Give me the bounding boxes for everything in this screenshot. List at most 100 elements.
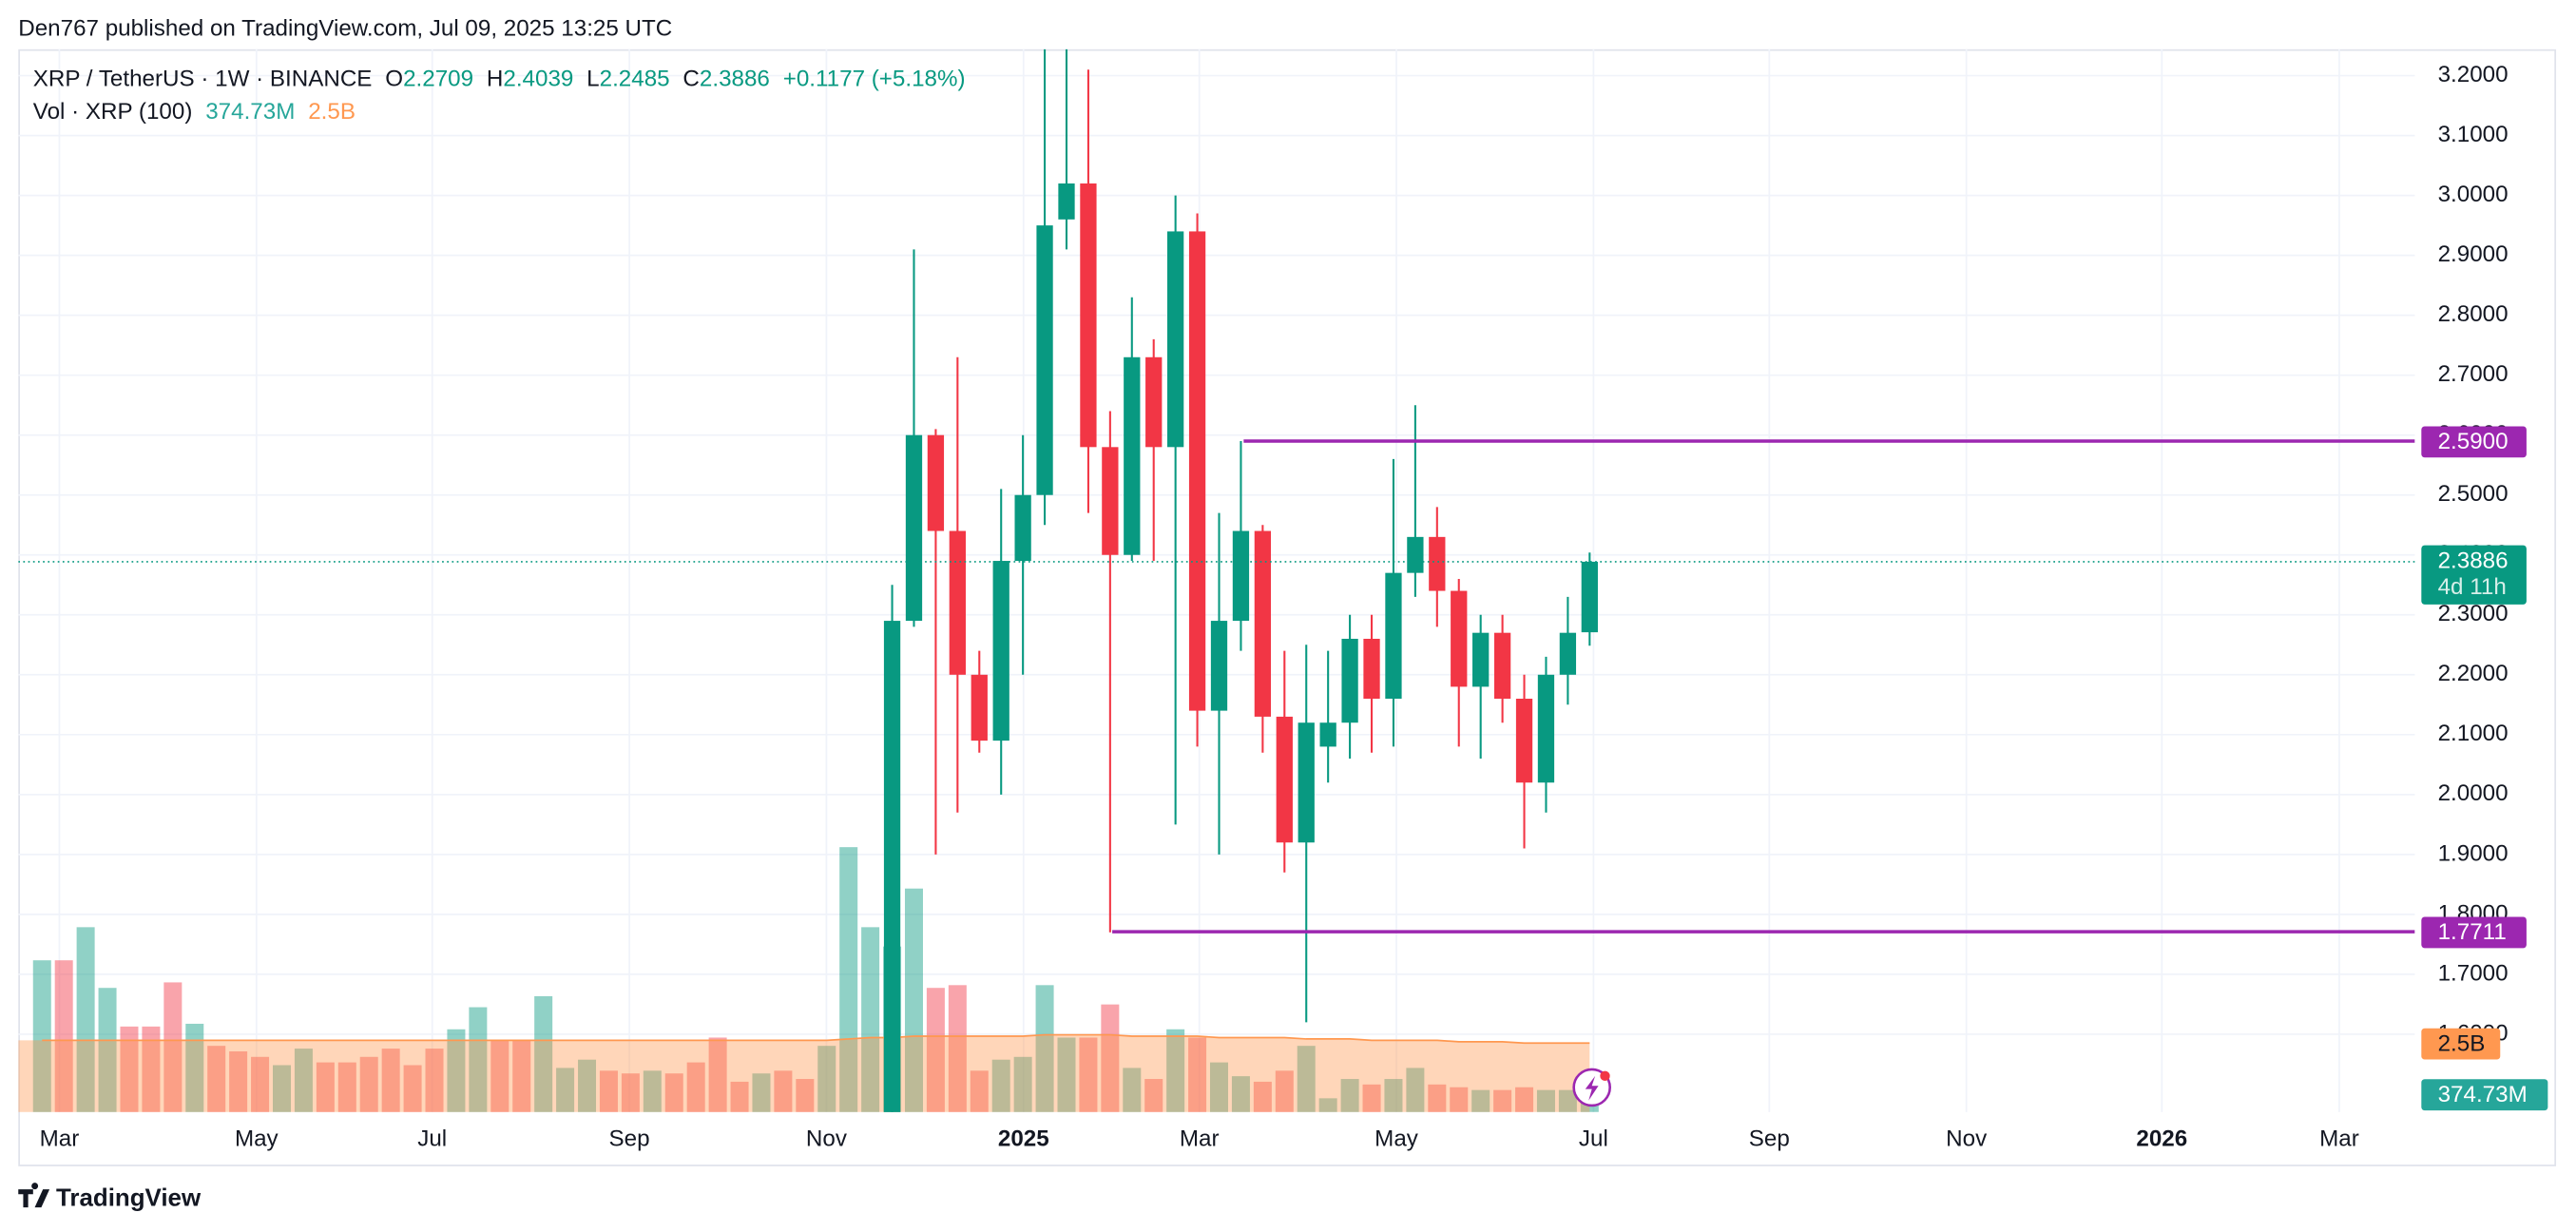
candle-body — [971, 674, 988, 741]
frame — [18, 48, 2557, 1166]
volume-tag-label: 374.73M — [2438, 1082, 2528, 1107]
candle-body — [1472, 632, 1490, 687]
volume-bar — [251, 1056, 270, 1112]
volume-bar — [163, 982, 183, 1112]
x-tick-label: 2025 — [998, 1126, 1049, 1152]
volume-pane — [18, 847, 1599, 1112]
flash-icon — [1572, 1068, 1611, 1107]
volume-bar — [359, 1056, 378, 1112]
candle-body — [1581, 561, 1598, 633]
volume-bar — [1013, 1056, 1032, 1112]
volume-bar — [76, 927, 95, 1112]
y-tick-label: 2.2000 — [2438, 661, 2509, 686]
volume-ma-area — [18, 1034, 1590, 1112]
x-tick-label: Jul — [1579, 1126, 1608, 1152]
volume-bar — [337, 1062, 356, 1112]
y-tick-label: 2.9000 — [2438, 241, 2509, 267]
candle-body — [1451, 590, 1468, 687]
x-tick-label: Jul — [417, 1126, 447, 1152]
volume-bar — [425, 1049, 444, 1112]
volume-bar — [1253, 1081, 1272, 1112]
volume-bar — [774, 1070, 793, 1112]
price-pane — [18, 48, 2415, 1112]
volume-bar — [991, 1059, 1010, 1112]
volume-bar — [664, 1073, 683, 1112]
y-tick-label: 2.1000 — [2438, 721, 2509, 746]
ohlc-letter: H — [487, 67, 503, 92]
volume-bar — [1558, 1089, 1577, 1112]
y-tick-label: 2.7000 — [2438, 361, 2509, 387]
volume-ma-tag — [2421, 1028, 2501, 1060]
volume-bar — [599, 1070, 618, 1112]
symbol: XRP / TetherUS · 1W · BINANCE — [33, 67, 373, 92]
candle-body — [1537, 674, 1555, 783]
x-tick-label: Sep — [1749, 1126, 1790, 1152]
volume-ma-tag-label: 2.5B — [2438, 1030, 2486, 1056]
volume-bar — [926, 988, 945, 1112]
volume-bar — [512, 1040, 531, 1112]
volume-bar — [1362, 1084, 1381, 1112]
y-tick-label: 3.1000 — [2438, 122, 2509, 147]
x-tick-label: Mar — [2319, 1126, 2359, 1152]
grid — [18, 48, 2415, 1112]
x-tick-label: May — [235, 1126, 279, 1152]
candle-body — [949, 530, 966, 675]
volume-bar — [861, 927, 880, 1112]
candle-body — [1515, 699, 1533, 783]
volume-bar — [1144, 1079, 1163, 1112]
volume-bar — [1515, 1087, 1534, 1112]
volume-bar — [1035, 985, 1054, 1112]
candle-body — [1210, 621, 1228, 711]
volume-bar — [1123, 1068, 1142, 1112]
candle-body — [905, 434, 923, 622]
volume-bar — [1493, 1089, 1512, 1112]
candle-body — [1341, 638, 1358, 723]
level-label: 2.5900 — [2438, 429, 2509, 454]
candle-body — [927, 434, 945, 531]
candle-body — [1124, 356, 1141, 555]
brand-logo — [18, 1183, 50, 1208]
countdown-label: 4d 11h — [2438, 574, 2507, 600]
volume-bar — [403, 1065, 422, 1112]
ohlc-letter: O — [385, 67, 403, 92]
volume-bar — [578, 1059, 597, 1112]
last-price-label: 2.3886 — [2438, 548, 2509, 573]
level-tag — [2421, 916, 2527, 949]
ohlc-letter: C — [682, 67, 699, 92]
candle-body — [883, 621, 901, 1112]
ohlc-value: 2.4039 — [503, 67, 573, 92]
volume-bar — [621, 1073, 640, 1112]
volume-bar — [447, 1029, 466, 1112]
volume-bar — [1166, 1029, 1185, 1112]
candle-body — [1363, 638, 1380, 700]
y-tick-label: 2.3000 — [2438, 601, 2509, 626]
volume-bar — [1210, 1062, 1229, 1112]
candle-body — [1319, 722, 1336, 747]
volume-ma-value: 2.5B — [308, 100, 356, 125]
y-tick-label: 2.8000 — [2438, 301, 2509, 327]
volume-bar — [1079, 1037, 1098, 1112]
candle-body — [1298, 722, 1315, 843]
volume-bar — [1536, 1089, 1555, 1112]
level-tag — [2421, 426, 2527, 458]
volume-bar — [1057, 1037, 1076, 1112]
candle-body — [1254, 530, 1272, 717]
volume-bar — [1471, 1089, 1490, 1112]
change: +0.1177 (+5.18%) — [783, 67, 966, 92]
volume-bar — [490, 1040, 509, 1112]
candle-body — [1188, 231, 1206, 711]
x-tick-label: Mar — [1180, 1126, 1220, 1152]
volume-bar — [904, 888, 923, 1112]
brand: TradingView — [56, 1184, 202, 1211]
ohlc-letter: L — [586, 67, 599, 92]
volume-bar — [120, 1026, 139, 1112]
volume-bar — [1297, 1046, 1316, 1112]
volume-bar — [1406, 1068, 1425, 1112]
volume-legend: Vol · XRP (100) 374.73M 2.5B — [33, 100, 356, 125]
candle-body — [1014, 494, 1031, 562]
candle-body — [1232, 530, 1250, 622]
legend: XRP / TetherUS · 1W · BINANCE O2.2709 H2.4… — [33, 67, 966, 92]
